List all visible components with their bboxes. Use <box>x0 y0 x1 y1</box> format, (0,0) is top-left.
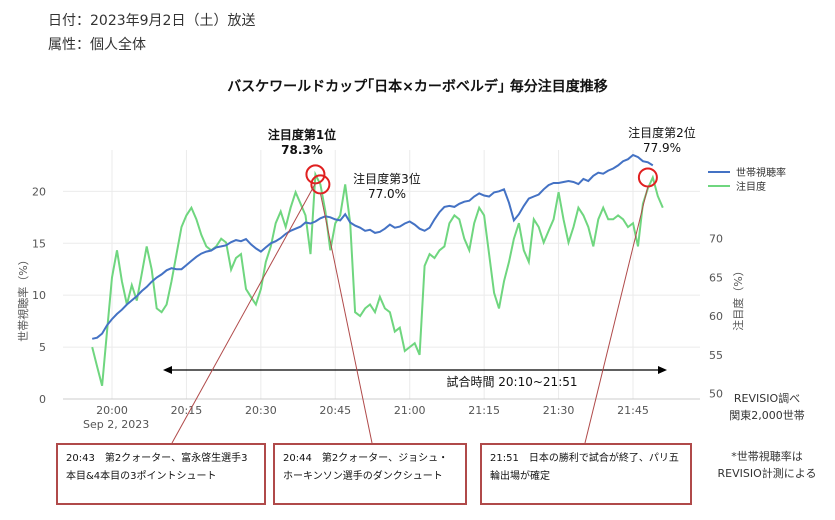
legend-label-attention: 注目度 <box>736 180 766 193</box>
x-tick-label: 20:15 <box>171 404 203 417</box>
annotation-box-1: 20:43 第2クォーター、富永啓生選手3本目&4本目の3ポイントシュート <box>56 443 266 505</box>
callout-first-value: 78.3% <box>281 143 323 157</box>
x-tick-label: 21:45 <box>617 404 649 417</box>
callout-third-title: 注目度第3位 <box>353 172 421 186</box>
callout-leader-lines <box>171 183 649 444</box>
footnote-line-1: *世帯視聴率は <box>731 450 803 463</box>
footnote: *世帯視聴率は REVISIO計測による <box>712 448 822 482</box>
grid <box>63 150 700 400</box>
right-tick-label: 65 <box>709 271 723 284</box>
source-note-line-1: REVISIO調べ <box>733 392 801 405</box>
legend: 世帯視聴率 注目度 <box>708 166 786 193</box>
callout-first-title: 注目度第1位 <box>267 128 337 142</box>
date-line: 日付：2023年9月2日（土）放送 <box>48 13 256 29</box>
x-tick-label: 20:45 <box>319 404 351 417</box>
chart-title: バスケワールドカップ｢日本×カーボベルデ｣ 毎分注目度推移 <box>227 79 608 95</box>
x-tick-label: 21:00 <box>394 404 426 417</box>
x-axis-date-label: Sep 2, 2023 <box>83 418 149 431</box>
right-tick-label: 70 <box>709 233 723 246</box>
left-tick-label: 20 <box>32 185 46 198</box>
callout-third-value: 77.0% <box>367 187 407 201</box>
x-tick-label: 21:15 <box>468 404 500 417</box>
left-tick-label: 15 <box>32 237 46 250</box>
attribute-line: 属性：個人全体 <box>48 37 146 53</box>
left-tick-label: 5 <box>39 341 46 354</box>
right-tick-label: 50 <box>709 388 723 401</box>
callout-first: 注目度第1位 78.3% <box>252 128 352 158</box>
left-axis-label: 世帯視聴率（%） <box>16 254 30 341</box>
right-tick-label: 55 <box>709 349 723 362</box>
game-time-label: 試合時間 20:10~21:51 <box>446 374 577 389</box>
series-line-attention <box>91 170 664 387</box>
x-axis-ticks: 20:00 20:15 20:30 20:45 21:00 21:15 21:30 21:45 <box>96 404 649 417</box>
left-axis-ticks: 0 5 10 15 20 <box>32 185 46 406</box>
source-note: REVISIO調べ 関東2,000世帯 <box>712 390 822 424</box>
leader-line-rank-1 <box>171 183 316 444</box>
legend-label-household: 世帯視聴率 <box>736 166 786 179</box>
right-axis-label: 注目度（%） <box>731 265 745 330</box>
source-note-line-2: 関東2,000世帯 <box>729 409 805 422</box>
left-tick-label: 0 <box>39 393 46 406</box>
leader-line-rank-2 <box>584 186 649 444</box>
annotation-box-3: 21:51 日本の勝利で試合が終了、パリ五輪出場が確定 <box>480 443 692 505</box>
right-tick-label: 60 <box>709 310 723 323</box>
leader-line-rank-3 <box>319 193 373 444</box>
x-tick-label: 21:30 <box>543 404 575 417</box>
highlight-circle-rank-2 <box>637 167 658 188</box>
left-tick-label: 10 <box>32 289 46 302</box>
callout-second-value: 77.9% <box>642 141 682 155</box>
callout-second-title: 注目度第2位 <box>628 126 696 140</box>
footnote-line-2: REVISIO計測による <box>717 467 817 480</box>
x-tick-label: 20:30 <box>245 404 277 417</box>
callout-second: 注目度第2位 77.9% <box>612 126 712 156</box>
right-axis-ticks: 50 55 60 65 70 <box>709 233 723 401</box>
series-line-household <box>91 153 654 340</box>
x-tick-label: 20:00 <box>96 404 128 417</box>
callout-third: 注目度第3位 77.0% <box>342 172 432 202</box>
game-time-arrow <box>163 366 667 374</box>
annotation-box-2: 20:44 第2クォーター、ジョシュ・ホーキンソン選手のダンクシュート <box>273 443 467 505</box>
